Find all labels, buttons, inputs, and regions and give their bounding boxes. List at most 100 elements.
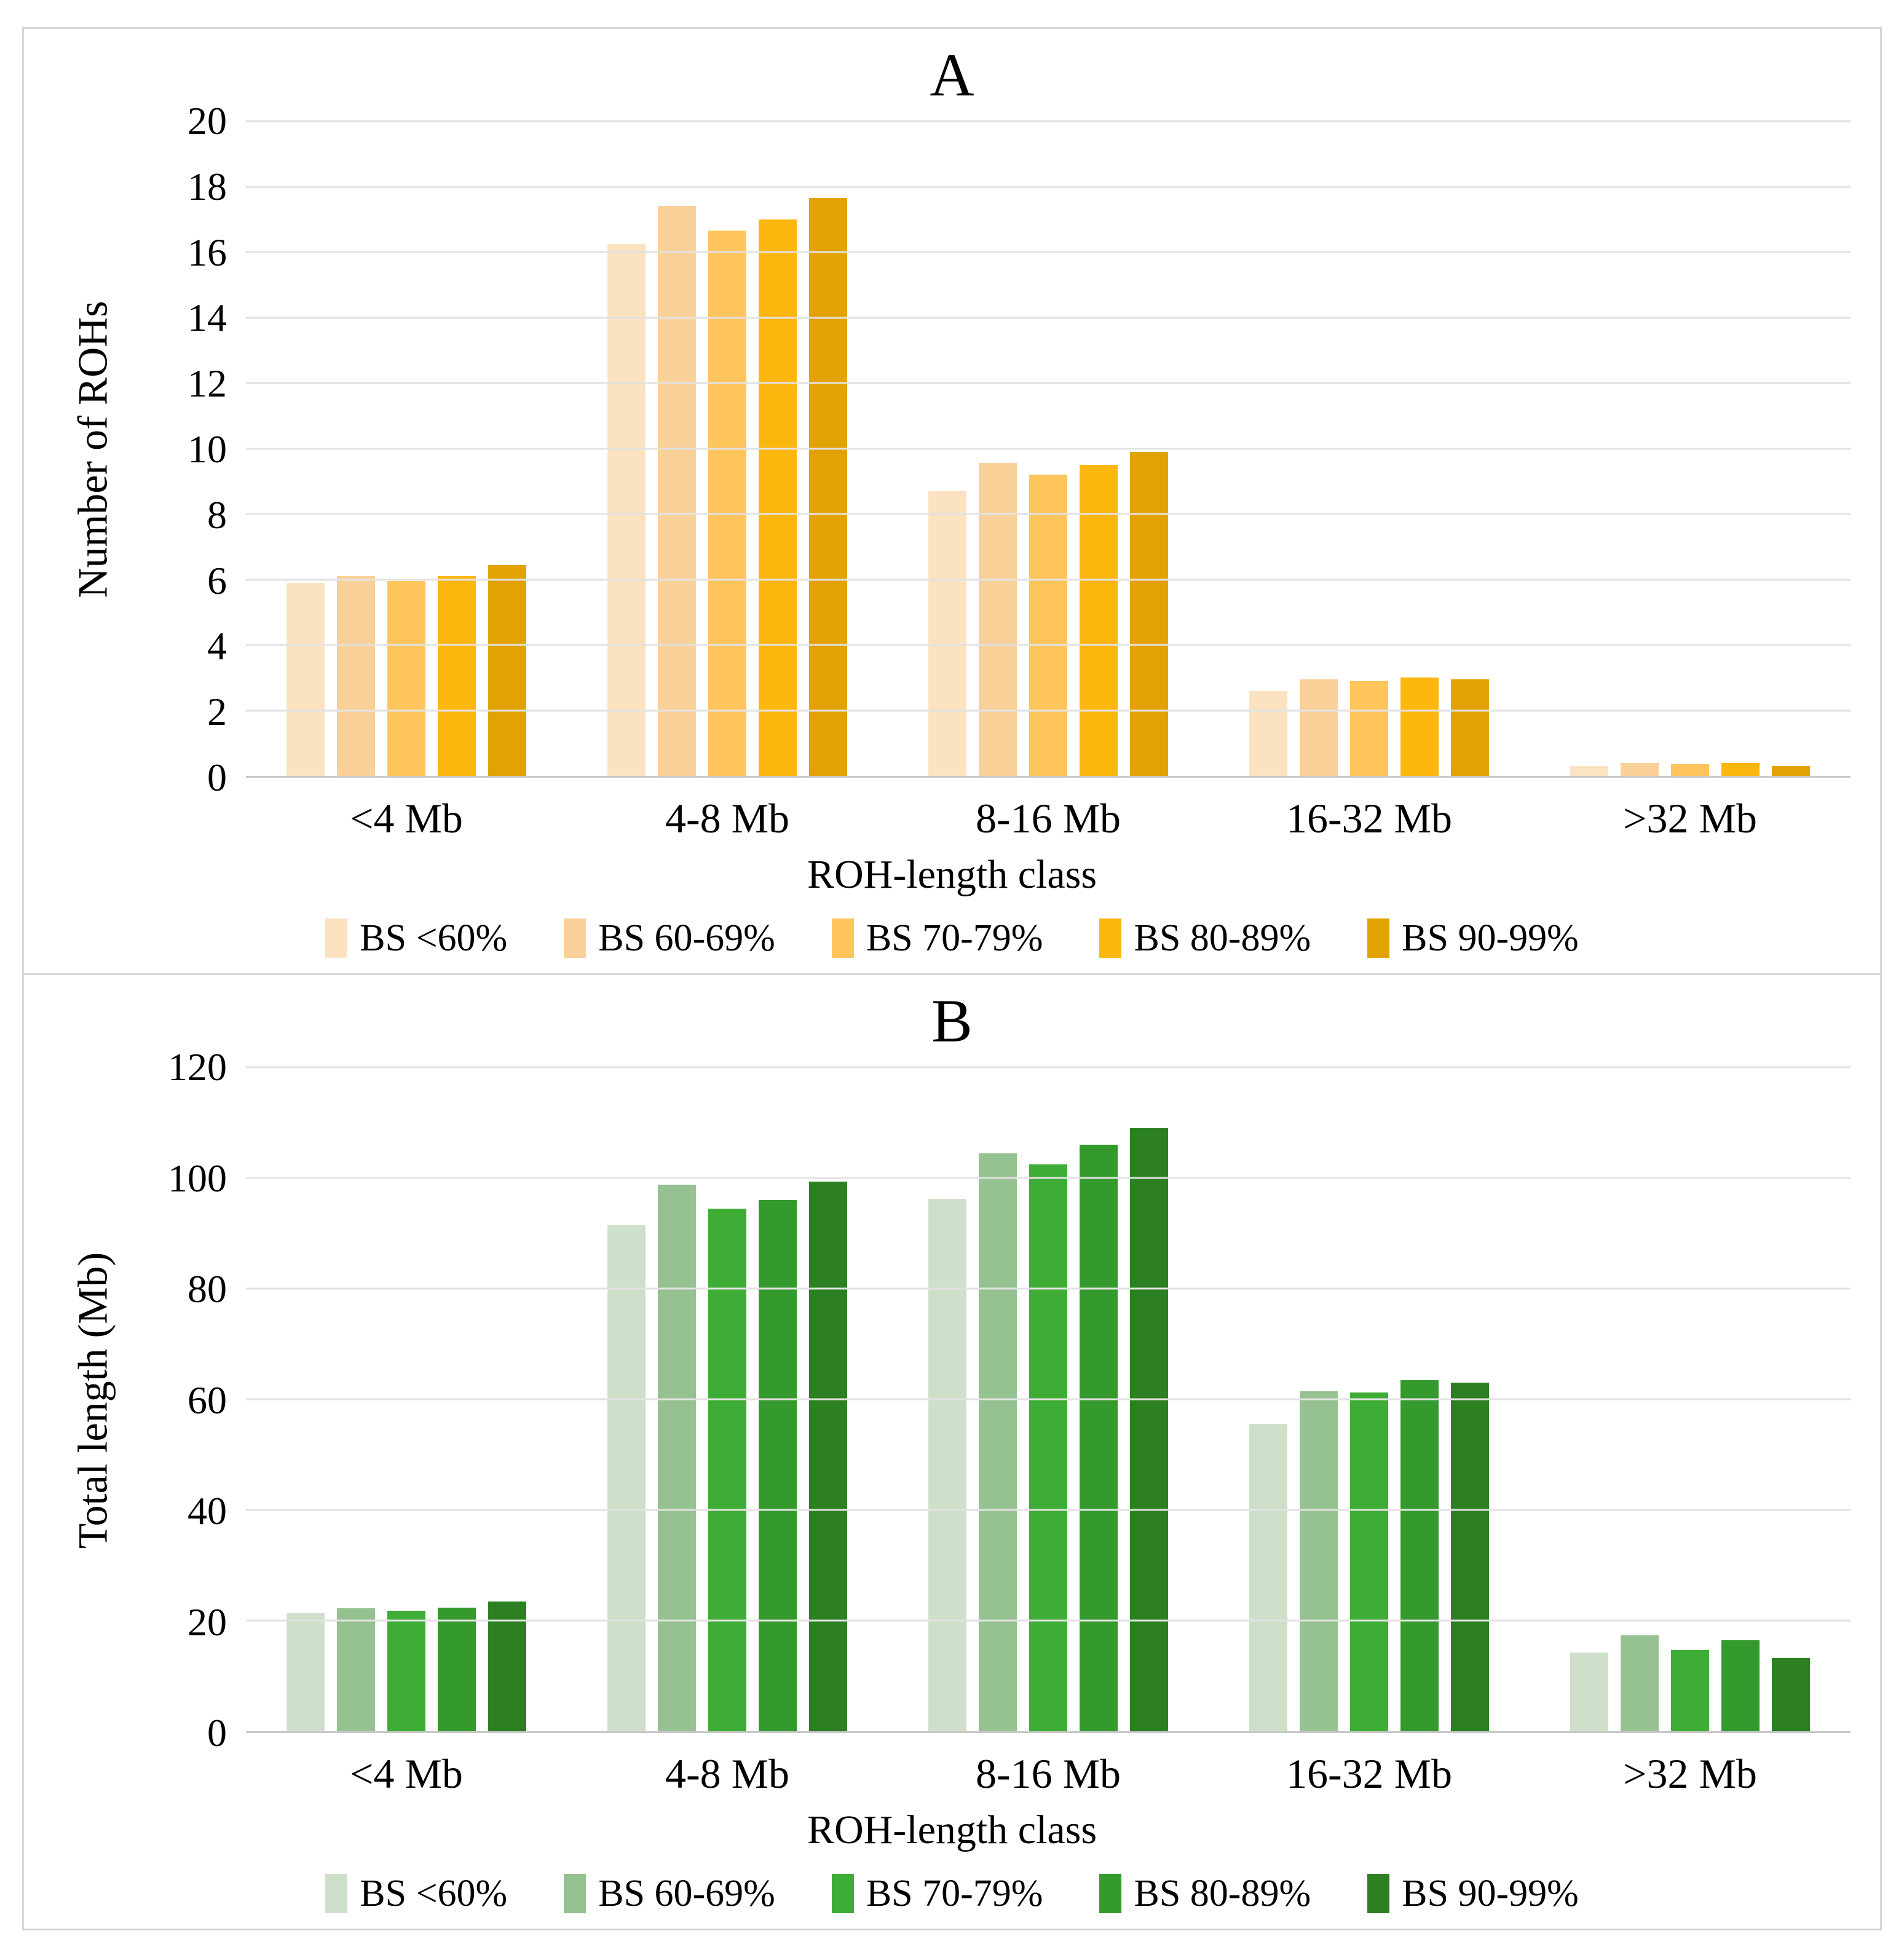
bar [1400,1380,1439,1731]
bar [1721,1640,1760,1731]
panel-b-title: B [931,987,973,1055]
bar [607,243,646,776]
legend-swatch [325,1873,348,1913]
bar [1570,1653,1608,1731]
bar [438,1608,476,1731]
legend-swatch [564,918,587,958]
gridline [246,644,1851,646]
gridline [246,513,1851,515]
legend-item: BS <60% [325,918,507,958]
bar [1080,1145,1118,1731]
legend-item: BS 70-79% [831,1873,1043,1913]
bar [1130,1128,1168,1731]
bar-group [1209,121,1530,776]
bar [1671,1649,1709,1731]
gridline [246,186,1851,188]
bar [928,1199,966,1731]
y-tick-label: 4 [207,624,227,668]
category-label: 8-16 Mb [975,794,1121,842]
bar [708,1208,746,1731]
y-tick-label: 120 [168,1045,227,1089]
bar [286,582,325,776]
bar [1249,1423,1287,1731]
bar [1621,762,1659,776]
bar [1621,1635,1659,1731]
bar [1451,679,1489,776]
bar [1772,1658,1810,1731]
legend-swatch [1099,1873,1122,1913]
y-tick-label: 80 [188,1267,227,1311]
legend-swatch [831,1873,854,1913]
bar [809,198,847,776]
bar [337,576,375,776]
bar [1350,681,1388,776]
bar [387,581,425,776]
gridline [246,251,1851,253]
gridline [246,120,1851,122]
category-label: 4-8 Mb [665,794,790,842]
gridline [246,1619,1851,1622]
bar-group [1530,121,1851,776]
panel-b: B Total length (Mb) 120 100 80 60 40 20 0 <4 M… [24,973,1880,1929]
panel-a: A Number of ROHs 20 18 16 14 12 10 8 6 4 2 0 <4 Mb… [24,29,1880,973]
bar [1080,465,1118,776]
bar [1400,677,1439,776]
y-axis-tick-labels: 20 18 16 14 12 10 8 6 4 2 0 [24,101,227,797]
y-tick-label: 8 [207,492,227,537]
x-axis-title: ROH-length class [807,1807,1097,1852]
category-label: 8-16 Mb [975,1750,1121,1797]
y-axis-tick-labels: 120 100 80 60 40 20 0 [24,1048,227,1753]
bar [708,231,746,776]
legend-label: BS 70-79% [866,917,1043,959]
legend-swatch [564,1873,587,1913]
y-tick-label: 6 [207,558,227,602]
bar-group [567,121,888,776]
plot-area [246,120,1851,778]
gridline [246,1509,1851,1511]
legend-item: BS 80-89% [1099,918,1311,958]
gridline [246,317,1851,318]
bar [1249,690,1287,776]
bar [658,1184,696,1731]
panel-a-title: A [930,41,974,109]
category-label: 16-32 Mb [1286,1750,1453,1797]
bar [759,219,797,776]
legend-label: BS 80-89% [1134,1872,1311,1914]
legend: BS <60% BS 60-69% BS 70-79% BS 80-89% BS 90-… [24,1858,1880,1929]
y-tick-label: 10 [188,427,227,471]
panel-a-chart: Number of ROHs 20 18 16 14 12 10 8 6 4 2 0 [24,101,1880,797]
legend-label: BS <60% [360,917,508,959]
category-label: <4 Mb [350,1750,463,1797]
y-tick-label: 40 [188,1489,227,1533]
gridline [246,1177,1851,1179]
y-tick-label: 0 [207,756,227,799]
legend-swatch [1099,918,1122,958]
bar [979,1153,1017,1731]
legend-item: BS 60-69% [564,1872,775,1914]
legend-label: BS 60-69% [598,1872,775,1914]
legend-label: BS 90-99% [1402,917,1579,959]
bar [337,1608,375,1731]
category-label: >32 Mb [1623,1750,1757,1797]
y-tick-label: 20 [188,1600,227,1644]
gridline [246,1398,1851,1400]
legend-item: BS 90-99% [1367,918,1579,958]
bar-groups [246,1067,1851,1731]
bar [607,1225,646,1731]
bar [928,491,966,776]
bar [438,576,476,776]
bar [1772,766,1810,776]
bar [488,564,526,776]
legend-swatch [831,918,854,958]
bar [1350,1392,1388,1731]
bar [1029,1164,1067,1731]
y-tick-label: 20 [188,99,227,143]
bar [759,1200,797,1731]
bar-groups [246,121,1851,776]
legend-label: BS 60-69% [598,917,775,959]
y-tick-label: 100 [168,1156,227,1200]
bar-group [1530,1067,1851,1731]
bar-group [246,1067,567,1731]
bar [809,1182,847,1731]
bar [1451,1383,1489,1731]
